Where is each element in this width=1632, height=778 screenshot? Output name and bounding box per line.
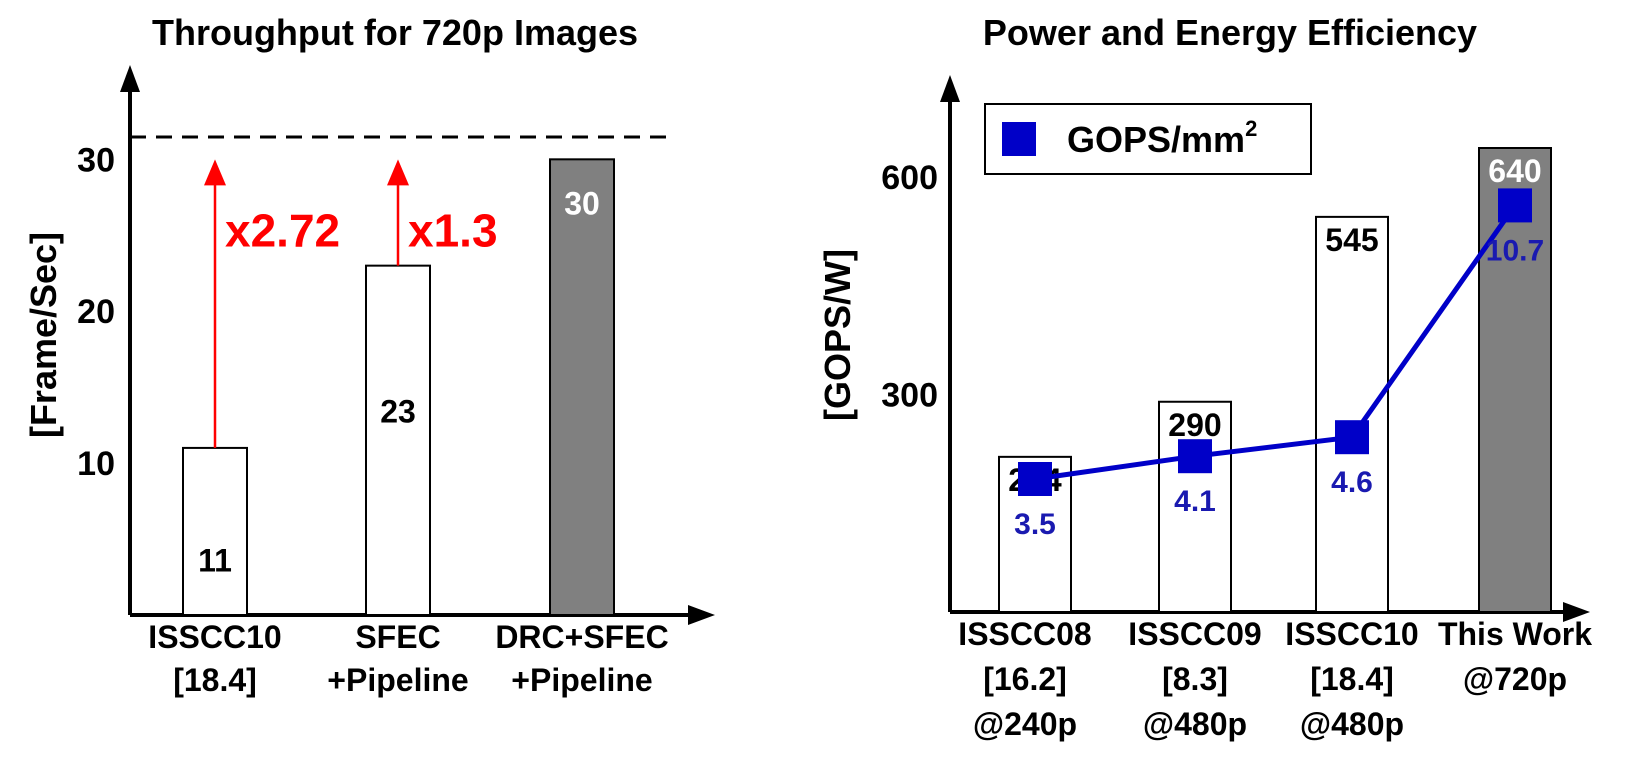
efficiency-category-label: ISSCC08 bbox=[958, 616, 1091, 652]
legend-marker-square-icon bbox=[1002, 122, 1036, 156]
legend-box bbox=[984, 103, 1312, 175]
improvement-factor-label: x1.3 bbox=[408, 204, 498, 256]
efficiency-category-label: ISSCC09 bbox=[1128, 616, 1261, 652]
improvement-arrow-head-icon bbox=[204, 159, 226, 186]
throughput-category-label: SFEC bbox=[355, 619, 440, 655]
gops-per-mm2-line bbox=[1034, 203, 1518, 482]
efficiency-chart-title: Power and Energy Efficiency bbox=[983, 12, 1477, 53]
throughput-bar-value-label: 11 bbox=[198, 542, 232, 578]
gops-per-mm2-value-label: 4.6 bbox=[1331, 466, 1373, 499]
improvement-arrow-head-icon bbox=[387, 159, 409, 186]
efficiency-category-label: @480p bbox=[1143, 706, 1247, 742]
throughput-bar bbox=[365, 264, 431, 616]
efficiency-category-label: [8.3] bbox=[1162, 661, 1228, 697]
legend-label: GOPS/mm2 bbox=[1067, 116, 1257, 160]
throughput-y-axis-label: [Frame/Sec] bbox=[23, 232, 64, 438]
efficiency-bar-value-label: 640 bbox=[1488, 153, 1541, 189]
efficiency-chart: Power and Energy Efficiency [GOPS/W] GOP… bbox=[817, 12, 1592, 742]
throughput-y-tick-label: 10 bbox=[77, 445, 115, 483]
throughput-chart: Throughput for 720p Images [Frame/Sec] 1… bbox=[23, 12, 715, 698]
throughput-bar-value-label: 23 bbox=[380, 393, 416, 429]
throughput-category-label: DRC+SFEC bbox=[495, 619, 668, 655]
throughput-bar-value-label: 30 bbox=[564, 185, 600, 221]
gops-per-mm2-marker bbox=[1335, 420, 1369, 455]
throughput-category-label: +Pipeline bbox=[327, 662, 468, 698]
efficiency-category-label: This Work bbox=[1438, 616, 1592, 652]
throughput-category-label: ISSCC10 bbox=[148, 619, 281, 655]
efficiency-bar bbox=[1315, 215, 1389, 613]
efficiency-category-label: ISSCC10 bbox=[1285, 616, 1418, 652]
throughput-y-tick-label: 30 bbox=[77, 141, 115, 179]
efficiency-y-axis-arrow bbox=[940, 75, 960, 102]
efficiency-bar-value-label: 545 bbox=[1325, 222, 1378, 258]
efficiency-y-axis-label: [GOPS/W] bbox=[817, 249, 858, 421]
throughput-chart-title: Throughput for 720p Images bbox=[152, 12, 638, 53]
gops-per-mm2-value-label: 3.5 bbox=[1014, 508, 1056, 541]
efficiency-bar bbox=[1158, 400, 1232, 613]
efficiency-legend: GOPS/mm2 bbox=[984, 103, 1312, 175]
efficiency-category-label: @720p bbox=[1463, 661, 1567, 697]
efficiency-y-tick-label: 300 bbox=[881, 377, 938, 415]
efficiency-bar bbox=[1478, 147, 1552, 613]
efficiency-category-label: [16.2] bbox=[983, 661, 1067, 697]
throughput-bar bbox=[182, 446, 248, 616]
gops-per-mm2-marker bbox=[1498, 188, 1532, 223]
gops-per-mm2-value-label: 4.1 bbox=[1174, 485, 1216, 518]
throughput-y-axis-arrow bbox=[120, 65, 140, 92]
efficiency-bar-value-label: 290 bbox=[1168, 407, 1221, 443]
throughput-bar bbox=[549, 158, 615, 617]
gops-per-mm2-marker bbox=[1178, 439, 1212, 474]
efficiency-category-label: @240p bbox=[973, 706, 1077, 742]
efficiency-category-label: [18.4] bbox=[1310, 661, 1394, 697]
throughput-x-axis-arrow bbox=[688, 605, 715, 625]
gops-per-mm2-marker bbox=[1018, 462, 1052, 496]
gops-per-mm2-value-label: 10.7 bbox=[1486, 234, 1544, 267]
improvement-factor-label: x2.72 bbox=[225, 204, 340, 256]
throughput-category-label: +Pipeline bbox=[511, 662, 652, 698]
efficiency-y-tick-label: 600 bbox=[881, 159, 938, 197]
throughput-y-tick-label: 20 bbox=[77, 293, 115, 331]
efficiency-category-label: @480p bbox=[1300, 706, 1404, 742]
efficiency-x-axis-arrow bbox=[1563, 602, 1590, 622]
throughput-category-label: [18.4] bbox=[173, 662, 257, 698]
